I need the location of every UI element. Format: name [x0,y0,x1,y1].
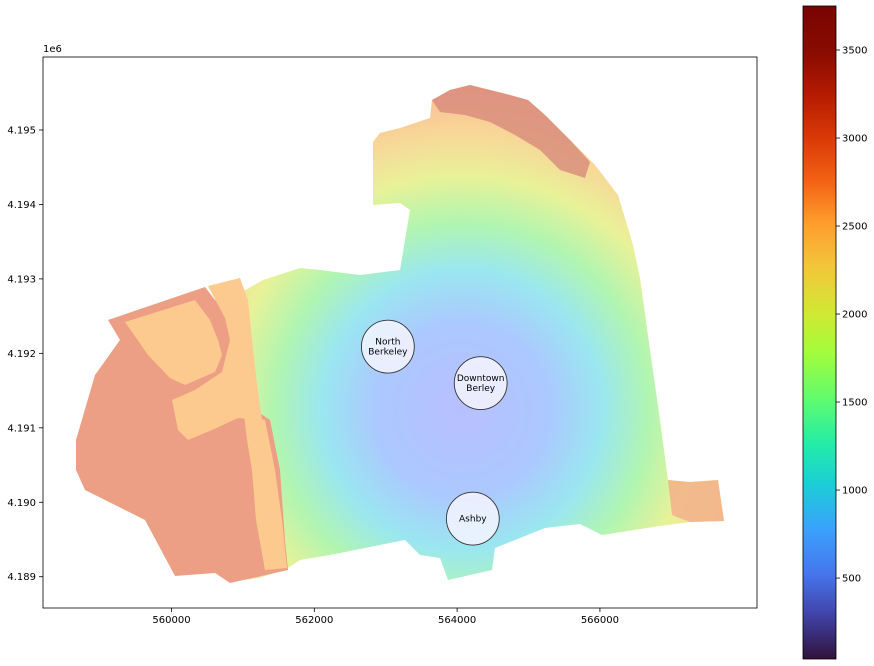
station-label: Berley [466,384,495,394]
colorbar-tick-label: 2000 [842,310,867,321]
colorbar [802,5,837,660]
colorbar-axis: 500 1000 1500 2000 2500 3000 3500 [836,46,867,585]
y-tick-label: 4.194 [7,200,36,211]
y-tick-label: 4.195 [7,125,36,136]
y-tick-label: 4.193 [7,274,36,285]
y-axis: 4.189 4.190 4.191 4.192 4.193 4.194 4.195 [7,125,43,583]
berkeley-region [228,85,724,582]
station-label: Berkeley [368,348,408,358]
y-tick-label: 4.192 [7,349,36,360]
station-label: Downtown [457,374,505,384]
y-scale-offset: 1e6 [43,44,62,55]
orange-patch-west [172,278,262,440]
y-tick-label: 4.189 [7,572,36,583]
x-tick-label: 564000 [438,615,476,626]
hills-accent [432,85,590,178]
southeast-accent [668,480,724,522]
colorbar-tick-label: 3000 [842,134,867,145]
orange-patch-north [125,300,222,385]
station-circle [453,356,508,411]
colorbar-tick-label: 3500 [842,46,867,57]
y-tick-label: 4.191 [7,423,36,434]
colorbar-tick-label: 1000 [842,486,867,497]
station-ashby: Ashby [445,491,500,546]
x-axis: 560000 562000 564000 566000 [152,608,619,626]
x-tick-label: 566000 [581,615,619,626]
colorbar-tick-label: 500 [842,574,861,585]
colorbar-tick-label: 1500 [842,398,867,409]
station-label: Ashby [459,515,487,525]
orange-patch-south [244,415,287,570]
station-circle [445,491,500,546]
colorbar-tick-label: 2500 [842,222,867,233]
station-label: North [375,338,400,348]
y-tick-label: 4.190 [7,498,36,509]
x-tick-label: 562000 [295,615,333,626]
x-tick-label: 560000 [152,615,190,626]
station-circle [360,319,415,374]
